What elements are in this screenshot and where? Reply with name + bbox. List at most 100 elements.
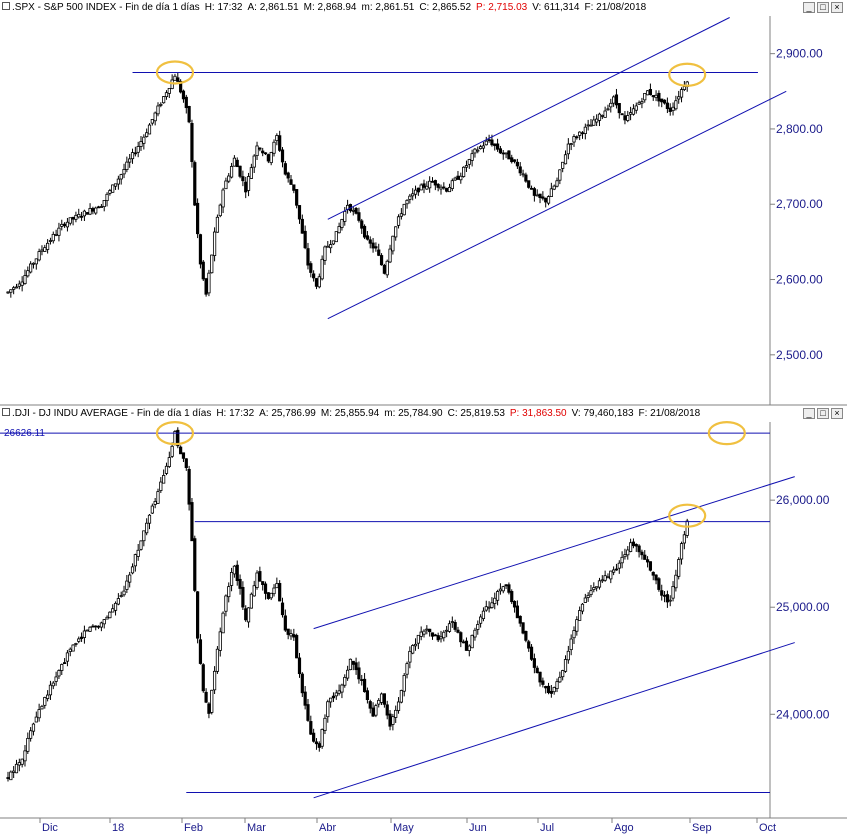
candle [94,206,98,215]
candle [133,553,137,572]
candle [280,147,285,168]
candle [648,561,653,572]
candle [235,157,239,168]
candle [343,674,347,688]
trend-channel-line[interactable] [327,17,730,220]
highlight-ellipse[interactable] [155,421,195,446]
candle [436,632,440,643]
candle [68,217,72,226]
candle [532,186,536,202]
candle [504,152,508,159]
candle [122,585,126,597]
highlight-ellipse[interactable] [668,503,707,528]
candle [12,285,16,295]
candle [442,630,446,642]
candle [629,106,633,121]
candle [413,638,418,651]
candle [606,573,610,579]
candle [176,72,180,82]
candle [617,560,621,574]
candle [563,655,568,673]
candle [612,95,616,107]
minimize-button[interactable]: _ [803,408,815,419]
candle [538,193,542,204]
candle [555,678,559,693]
x-tick-label: 18 [112,822,124,834]
candle [637,100,641,105]
candle [221,611,225,634]
chart-window-icon [2,408,10,416]
candle [445,187,449,193]
spx-title-text: .SPX - S&P 500 INDEX - Fin de día 1 días… [0,2,646,13]
candle [181,89,186,103]
candle [501,585,505,594]
candle [428,628,432,637]
candle [544,685,548,694]
chart-window-icon [2,2,10,10]
candle [9,770,13,781]
candle [462,166,466,178]
candle [665,97,669,114]
candle [521,169,525,178]
candle [292,184,296,194]
candle [232,565,236,578]
candle [345,199,350,214]
panel-title-name: .DJI - DJ INDU AVERAGE - Fin de día 1 dí… [12,408,212,419]
candle [413,185,418,199]
highlight-ellipse[interactable] [707,421,746,446]
candle [575,616,579,636]
candle [99,204,103,208]
highlight-ellipse[interactable] [668,62,707,87]
candle [354,206,358,215]
candle [614,563,619,571]
candle [91,624,95,628]
candle [566,138,570,160]
trend-channel-line[interactable] [313,642,795,799]
candle [65,650,70,667]
close-button[interactable]: × [831,408,843,419]
candle [320,728,324,749]
candle [569,142,573,151]
candle [660,98,664,108]
candle [17,280,21,290]
panel-field: m: 25,784.90 [384,408,443,419]
candle [668,103,672,116]
candle [459,631,463,648]
candle [671,102,675,116]
highlight-ellipse[interactable] [155,60,195,85]
candle [450,178,454,192]
maximize-button[interactable]: □ [817,2,829,13]
candle [128,571,132,588]
candle [77,208,81,219]
candle [578,131,582,141]
panel-field: C: 2,865.52 [419,2,472,13]
candle [9,289,13,298]
candle [142,530,146,547]
candle [620,113,624,116]
trend-channel-line[interactable] [313,476,795,630]
candle [215,214,220,233]
candle [105,615,109,620]
x-tick-label: Ago [614,822,634,834]
candle [48,237,53,245]
spx-window-controls: _ □ × [803,2,843,13]
candle [159,477,163,493]
candle [210,689,214,715]
candle [436,183,440,192]
dji-title-text: .DJI - DJ INDU AVERAGE - Fin de día 1 dí… [0,408,700,419]
candle [252,580,256,597]
minimize-button[interactable]: _ [803,2,815,13]
candle [515,158,520,169]
candle [17,758,21,772]
close-button[interactable]: × [831,2,843,13]
candle [20,758,24,768]
candle [204,688,208,704]
maximize-button[interactable]: □ [817,408,829,419]
candle [631,538,636,549]
candle [382,263,386,275]
trend-channel-line[interactable] [327,90,787,320]
candle [235,560,239,586]
panel-field: H: 17:32 [204,2,243,13]
candle [196,198,200,239]
